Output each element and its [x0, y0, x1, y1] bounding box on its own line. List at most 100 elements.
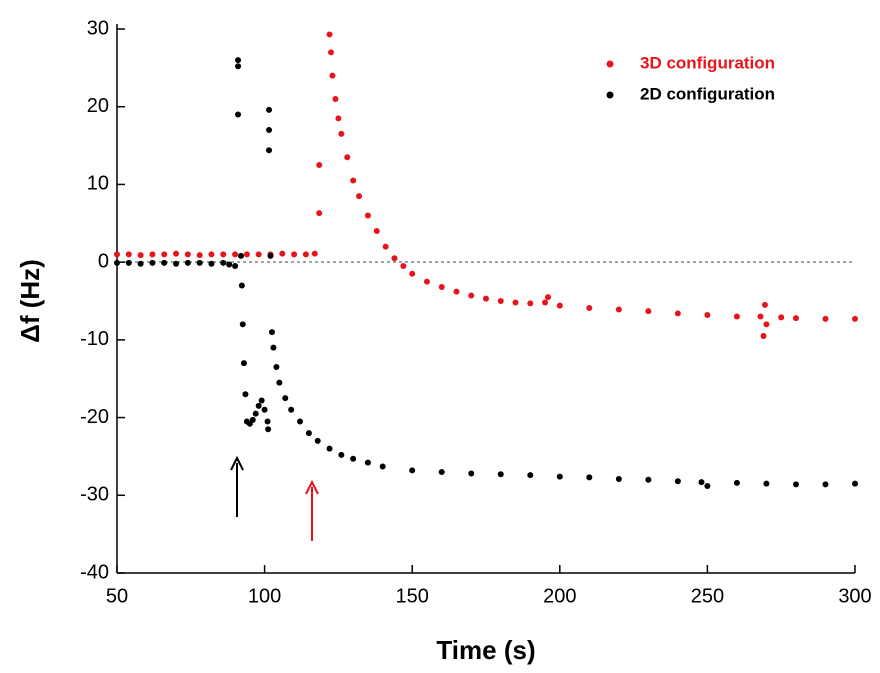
data-point — [279, 250, 286, 257]
data-point — [852, 480, 858, 487]
data-point — [329, 72, 336, 79]
data-point — [265, 426, 272, 433]
data-point — [409, 467, 416, 474]
data-point — [468, 292, 475, 299]
data-point — [282, 395, 289, 402]
data-point — [196, 252, 203, 259]
data-point — [237, 252, 244, 259]
data-point — [114, 251, 120, 258]
data-point — [264, 418, 271, 425]
data-point — [335, 115, 342, 122]
data-point — [305, 430, 312, 437]
data-point — [350, 455, 357, 462]
data-point — [438, 284, 445, 291]
data-point — [238, 282, 245, 289]
y-tick-label: -40 — [80, 561, 109, 583]
x-tick-label: 100 — [248, 585, 281, 607]
data-point — [379, 463, 386, 470]
data-point — [297, 418, 304, 425]
data-point — [302, 251, 309, 258]
data-point — [704, 482, 711, 489]
data-point — [273, 364, 280, 371]
data-point — [270, 344, 277, 351]
y-tick-label: -30 — [80, 484, 109, 506]
data-point — [184, 251, 191, 258]
data-point — [364, 459, 371, 466]
data-point — [586, 304, 593, 311]
data-point — [527, 472, 534, 479]
data-point — [261, 406, 268, 413]
legend-label: 3D configuration — [640, 53, 775, 72]
data-point — [852, 315, 858, 322]
data-point — [350, 177, 357, 184]
data-point — [232, 251, 239, 258]
data-point — [733, 479, 740, 486]
y-tick-label: -10 — [80, 328, 109, 350]
legend-label: 2D configuration — [640, 84, 775, 103]
data-point — [704, 311, 711, 318]
y-tick-label: 10 — [87, 173, 109, 195]
x-axis-title: Time (s) — [436, 635, 535, 665]
data-point — [276, 379, 283, 386]
data-point — [328, 49, 335, 56]
data-point — [252, 410, 259, 417]
data-point — [137, 252, 144, 259]
data-point — [266, 106, 273, 113]
data-point — [326, 445, 333, 452]
data-point — [266, 127, 273, 134]
data-point — [763, 321, 770, 328]
y-tick-label: -20 — [80, 406, 109, 428]
data-point — [468, 470, 475, 477]
data-point — [314, 437, 321, 444]
data-point — [792, 315, 799, 322]
data-point — [542, 299, 549, 306]
data-point — [249, 416, 256, 423]
data-point — [382, 243, 389, 250]
data-point — [761, 301, 768, 308]
legend-marker — [606, 60, 614, 68]
data-point — [364, 212, 371, 219]
x-tick-label: 50 — [106, 585, 128, 607]
data-point — [356, 193, 363, 200]
black-arrow — [230, 455, 244, 517]
data-point — [235, 57, 242, 64]
data-point — [615, 306, 622, 313]
data-point — [232, 263, 239, 270]
data-point — [674, 310, 681, 317]
data-point — [792, 481, 799, 488]
data-point — [527, 300, 534, 307]
data-point — [137, 260, 144, 267]
data-point — [760, 332, 767, 339]
legend-marker — [606, 91, 614, 99]
data-point — [497, 298, 504, 304]
data-point — [288, 406, 295, 413]
data-point — [208, 260, 215, 267]
data-point — [149, 251, 156, 258]
data-point — [311, 250, 318, 257]
data-point — [733, 313, 740, 320]
data-point — [220, 251, 227, 258]
data-point — [235, 111, 242, 118]
data-point — [698, 479, 705, 486]
data-point — [242, 391, 249, 398]
data-point — [332, 95, 339, 102]
data-point — [161, 251, 168, 258]
data-point — [255, 402, 262, 409]
data-point — [544, 294, 551, 301]
data-point — [267, 252, 274, 259]
data-point — [266, 147, 273, 154]
data-point — [438, 468, 445, 475]
data-point — [483, 295, 489, 302]
data-point — [512, 299, 519, 306]
data-point — [409, 270, 416, 277]
data-point — [497, 471, 504, 478]
data-point — [645, 476, 652, 483]
data-point — [556, 302, 563, 309]
data-point — [208, 251, 215, 258]
x-tick-label: 250 — [691, 585, 724, 607]
data-point — [258, 397, 265, 404]
data-point — [239, 321, 246, 328]
data-point — [149, 259, 156, 266]
data-point — [338, 451, 345, 458]
